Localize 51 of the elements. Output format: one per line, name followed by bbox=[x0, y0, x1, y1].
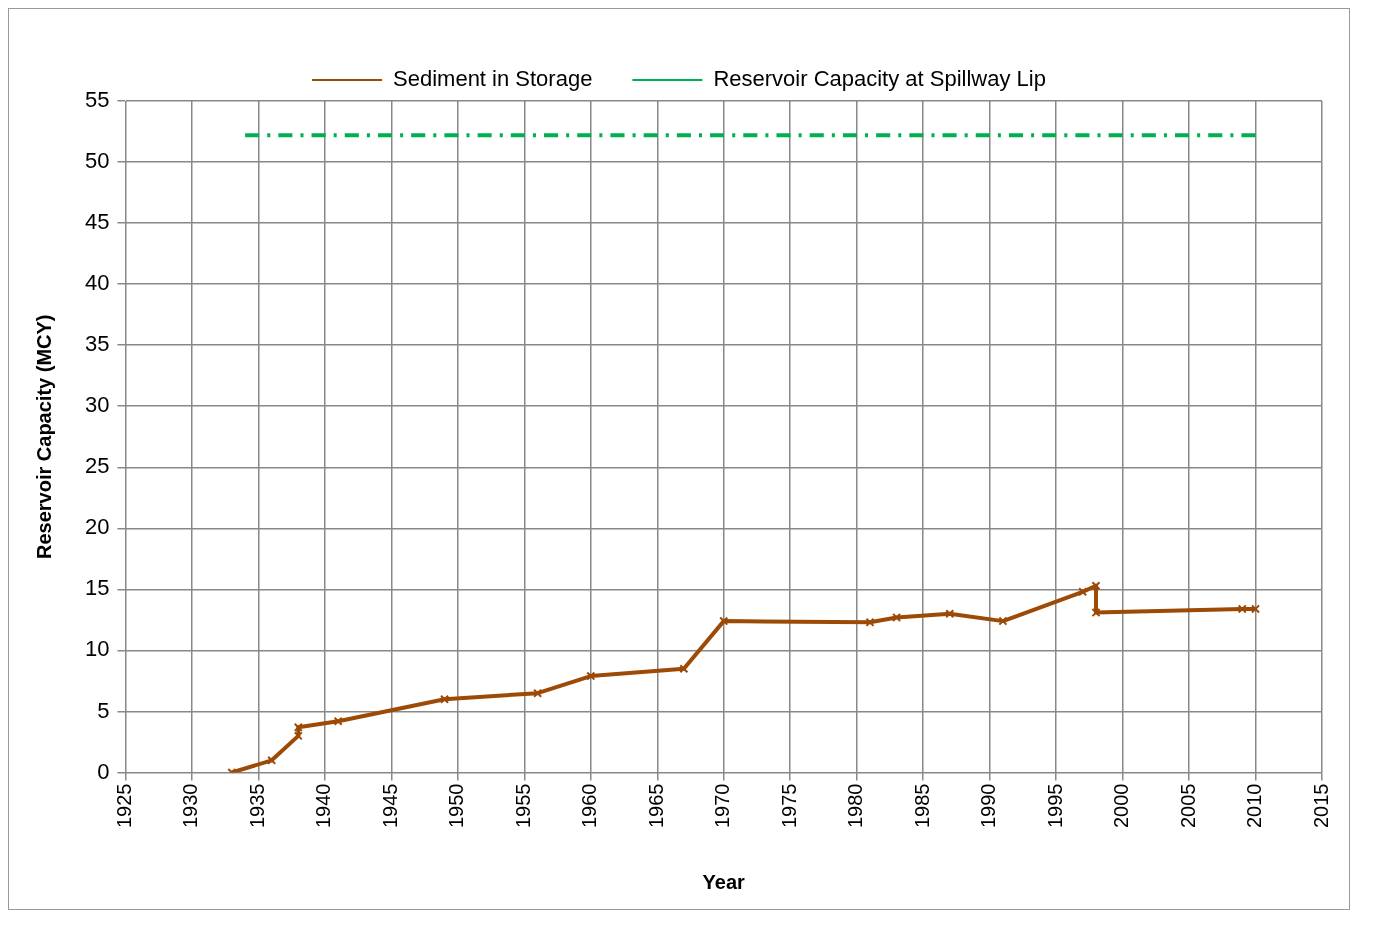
point bbox=[440, 694, 450, 704]
y-tick-label: 55 bbox=[84, 87, 110, 113]
x-tick-label: 1930 bbox=[179, 783, 202, 829]
point bbox=[586, 671, 596, 681]
y-tick-label: 0 bbox=[97, 758, 110, 784]
x-tick-label: 1945 bbox=[378, 783, 401, 829]
x-tick-label: 1935 bbox=[245, 783, 268, 829]
y-tick-label: 40 bbox=[84, 270, 110, 296]
x-tick-label: 1975 bbox=[777, 783, 800, 829]
x-tick-label: 1970 bbox=[711, 783, 734, 829]
y-tick-label: 50 bbox=[84, 148, 110, 174]
x-tick-label: 1940 bbox=[312, 783, 335, 829]
point bbox=[998, 616, 1008, 626]
point bbox=[267, 755, 277, 765]
y-tick-label: 15 bbox=[84, 575, 110, 601]
x-tick-label: 2015 bbox=[1309, 783, 1332, 829]
x-tick-label: 1955 bbox=[511, 783, 534, 829]
point bbox=[1250, 604, 1261, 614]
x-tick-label: 1925 bbox=[112, 783, 135, 829]
x-tick-label: 1980 bbox=[844, 783, 867, 829]
point bbox=[333, 716, 343, 726]
y-tick-label: 5 bbox=[97, 697, 110, 723]
x-tick-label: 2005 bbox=[1176, 783, 1199, 829]
y-tick-label: 25 bbox=[84, 453, 110, 479]
x-tick-label: 1960 bbox=[578, 783, 601, 829]
y-axis-title: Reservoir Capacity (MCY) bbox=[32, 314, 55, 560]
point bbox=[892, 612, 902, 622]
legend-label: Reservoir Capacity at Spillway Lip bbox=[713, 66, 1046, 92]
x-tick-label: 2010 bbox=[1243, 783, 1266, 829]
y-tick-label: 30 bbox=[84, 392, 110, 418]
point bbox=[679, 664, 689, 674]
point bbox=[719, 616, 729, 626]
x-tick-label: 1965 bbox=[644, 783, 667, 829]
y-tick-label: 10 bbox=[84, 636, 110, 662]
point bbox=[945, 609, 955, 619]
point bbox=[533, 688, 543, 698]
point bbox=[865, 617, 875, 627]
y-tick-label: 20 bbox=[84, 514, 110, 540]
x-axis-title: Year bbox=[702, 870, 746, 893]
x-tick-label: 1995 bbox=[1043, 783, 1066, 829]
point bbox=[1078, 587, 1088, 597]
x-tick-label: 2000 bbox=[1110, 783, 1133, 829]
legend-label: Sediment in Storage bbox=[393, 66, 593, 92]
point bbox=[1091, 581, 1101, 591]
y-tick-label: 45 bbox=[84, 209, 110, 235]
point bbox=[1237, 604, 1247, 614]
point bbox=[1091, 608, 1101, 618]
x-tick-label: 1950 bbox=[445, 783, 468, 829]
x-tick-label: 1990 bbox=[977, 783, 1000, 829]
x-tick-label: 1985 bbox=[910, 783, 933, 829]
y-tick-label: 35 bbox=[84, 331, 110, 357]
